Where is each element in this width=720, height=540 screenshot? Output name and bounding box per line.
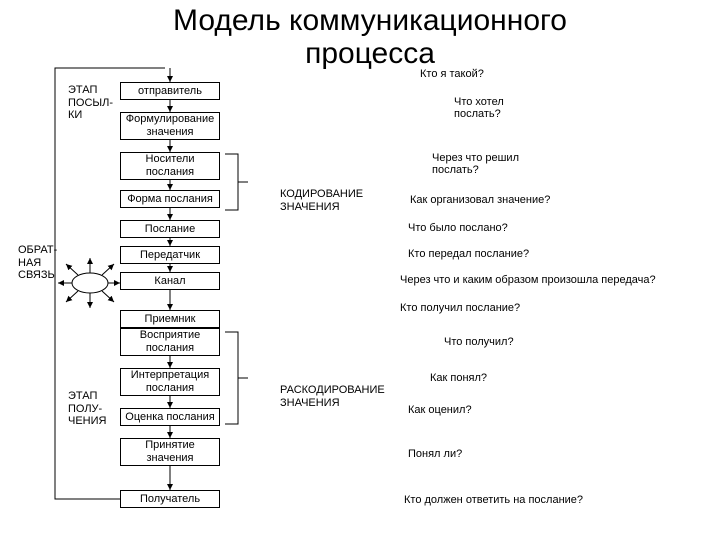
q12: Понял ли? <box>408 448 462 460</box>
label-decode: РАСКОДИРОВАНИЕ ЗНАЧЕНИЯ <box>280 384 385 409</box>
box-evaluate: Оценка послания <box>120 408 220 426</box>
box-carriers: Носители послания <box>120 152 220 180</box>
box-accept: Принятие значения <box>120 438 220 466</box>
q7: Через что и каким образом произошла пере… <box>400 274 656 286</box>
box-transmitter: Передатчик <box>120 246 220 264</box>
title-line2: процесса <box>305 37 435 70</box>
q4: Как организовал значение? <box>410 194 550 206</box>
label-stage-recv: ЭТАП ПОЛУ- ЧЕНИЯ <box>68 390 106 428</box>
q6: Кто передал послание? <box>408 248 529 260</box>
q3: Через что решил послать? <box>432 152 519 176</box>
box-perception: Восприятие послания <box>120 328 220 356</box>
label-feedback: ОБРАТ- НАЯ СВЯЗЬ <box>18 244 57 282</box>
q11: Как оценил? <box>408 404 472 416</box>
box-receiver: Приемник <box>120 310 220 328</box>
box-recipient: Получатель <box>120 490 220 508</box>
label-noise: шум <box>80 278 102 290</box>
q2: Что хотел послать? <box>454 96 504 120</box>
q9: Что получил? <box>444 336 514 348</box>
q13: Кто должен ответить на послание? <box>404 494 583 506</box>
box-message: Послание <box>120 220 220 238</box>
box-channel: Канал <box>120 272 220 290</box>
q10: Как понял? <box>430 372 487 384</box>
title-line1: Модель коммуникационного <box>173 4 567 37</box>
q8: Кто получил послание? <box>400 302 520 314</box>
diagram-title: Модель коммуникационного процесса <box>70 4 670 70</box>
label-encode: КОДИРОВАНИЕ ЗНАЧЕНИЯ <box>280 188 363 213</box>
box-formulate: Формулирование значения <box>120 112 220 140</box>
box-form: Форма послания <box>120 190 220 208</box>
box-interpret: Интерпретация послания <box>120 368 220 396</box>
arrows-overlay <box>0 0 720 540</box>
box-sender: отправитель <box>120 82 220 100</box>
q1: Кто я такой? <box>420 68 484 80</box>
label-stage-send: ЭТАП ПОСЫЛ- КИ <box>68 84 113 122</box>
q5: Что было послано? <box>408 222 508 234</box>
